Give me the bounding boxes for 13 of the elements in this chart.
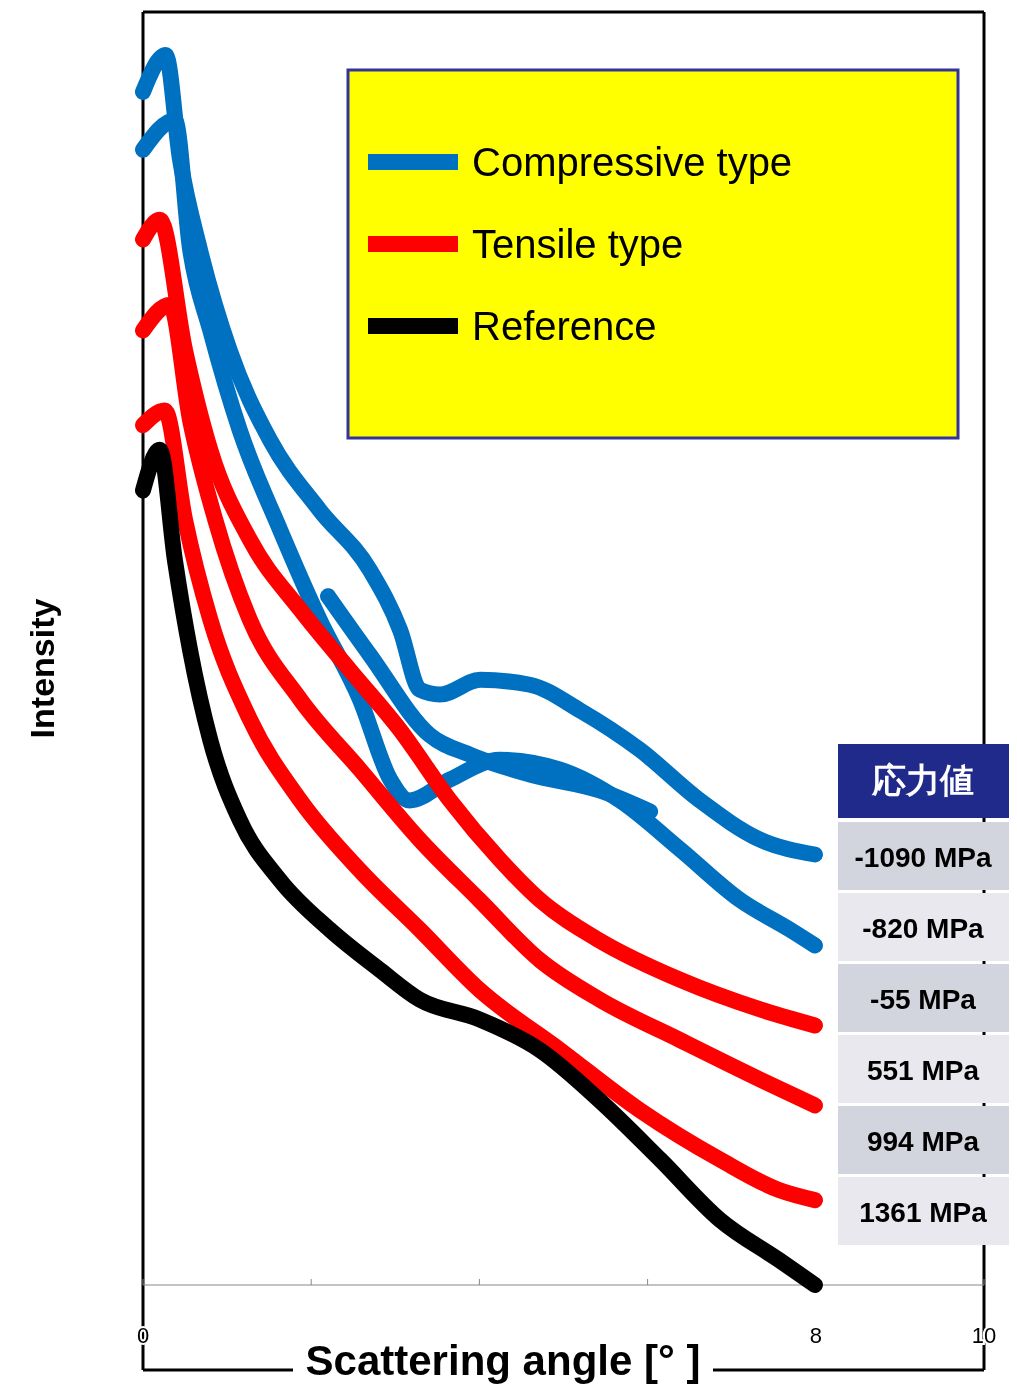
legend-label: Compressive type (472, 140, 793, 184)
annotation: -1090 MPa (854, 842, 992, 873)
annotation: 1361 MPa (859, 1197, 988, 1228)
annotation: 994 MPa (866, 1126, 980, 1157)
legend-label: Reference (472, 304, 657, 348)
annotation: -55 MPa (870, 984, 977, 1015)
y-axis-title: Intensity (23, 598, 61, 739)
x-tick-label: 8 (809, 1323, 822, 1348)
x-axis-title: Scattering angle [° ] (305, 1337, 701, 1384)
annotation: 応力値 (871, 761, 974, 799)
annotation: -820 MPa (862, 913, 985, 944)
legend-label: Tensile type (472, 222, 684, 266)
annotation: 551 MPa (866, 1055, 980, 1086)
